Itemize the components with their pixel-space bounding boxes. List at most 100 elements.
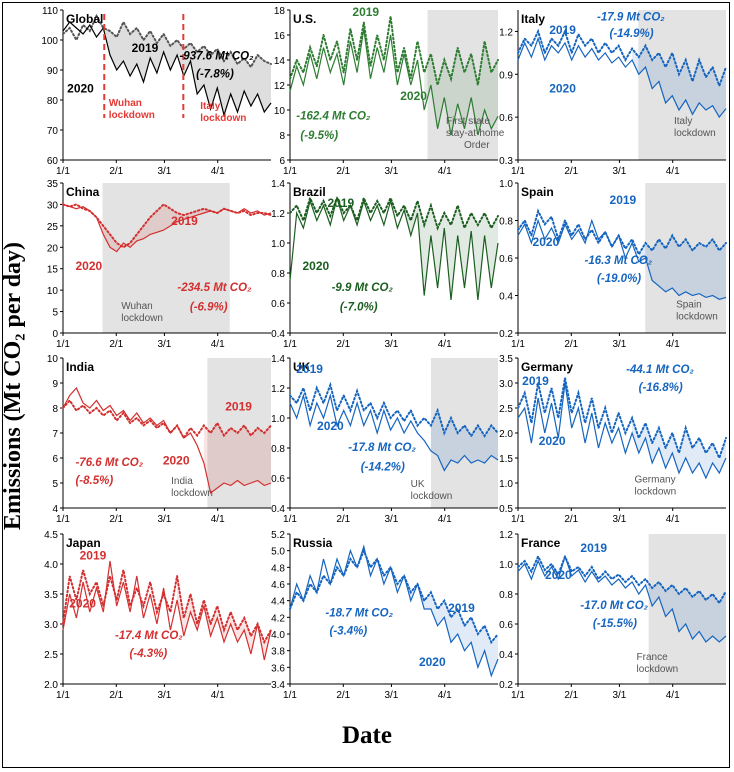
y-tick-label: 15 (47, 265, 59, 276)
y-tick-label: 10 (47, 286, 59, 297)
difference-fill (645, 579, 726, 642)
difference-fill (404, 575, 498, 676)
label-2020: 2020 (67, 82, 94, 96)
x-tick-label: 1/1 (283, 339, 297, 350)
lockdown-shade (638, 10, 726, 160)
chart-panel-us: 6 8 10 12 14 16 18 1/1 2/1 3/1 4/1 U.S. 2020 2019 -162… (274, 5, 505, 177)
series-2020-line (517, 382, 727, 480)
y-tick-label: 1.0 (271, 239, 285, 250)
event-label: stay-at-home (446, 128, 505, 139)
series-2020-line (517, 554, 727, 643)
chart-panel-russia: 3.4 3.6 3.8 4.0 4.2 4.4 4.6 4.8 5.0 5.2 1/1 2/1 3/1 4… (271, 530, 499, 701)
x-tick-label: 4/1 (438, 166, 452, 177)
event-label: France (637, 652, 669, 663)
series-2019-line (517, 553, 727, 605)
reduction-percent: (-6.9%) (190, 302, 228, 314)
reduction-label: -17.8 Mt CO₂ (348, 442, 416, 454)
x-tick-label: 2/1 (109, 690, 123, 701)
difference-fill (203, 423, 271, 493)
event-label: Germany (634, 475, 675, 486)
label-2019: 2019 (80, 549, 107, 563)
reduction-label: -9.9 Mt CO₂ (332, 282, 394, 294)
y-tick-label: 90 (47, 66, 59, 77)
panel-title: Spain (521, 185, 554, 199)
lockdown-shade (427, 10, 498, 160)
difference-fill (632, 418, 726, 478)
x-tick-label: 4/1 (438, 514, 452, 525)
panel-title: Global (66, 12, 103, 26)
event-label: lockdown (411, 491, 453, 502)
x-tick-label: 3/1 (384, 690, 398, 701)
y-tick-label: 1.2 (499, 27, 513, 38)
x-tick-label: 4/1 (666, 339, 680, 350)
x-tick-label: 4/1 (438, 690, 452, 701)
y-tick-label: 10 (47, 354, 59, 365)
y-tick-label: 0.6 (271, 474, 285, 485)
panel-title: China (66, 185, 100, 199)
y-tick-label: 0.9 (499, 70, 513, 81)
chart-panel-india: 4 5 6 7 8 9 10 1/1 2/1 3/1 4/1 India 2020 2019 -76.6 M… (47, 354, 272, 525)
label-2020: 2020 (302, 259, 329, 273)
chart-panel-spain: 0.2 0.4 0.6 0.8 1.0 1/1 2/1 3/1 4/1 Spain 2020 2019… (499, 179, 727, 350)
y-tick-label: 35 (47, 179, 59, 190)
y-tick-label: 16 (274, 31, 286, 42)
y-tick-label: 3.8 (271, 647, 285, 658)
x-tick-label: 1/1 (511, 339, 525, 350)
y-tick-label: 18 (274, 6, 286, 17)
y-tick-label: 5.2 (271, 530, 285, 541)
panel-title: France (521, 536, 561, 550)
series-2019-line (62, 13, 272, 69)
y-tick-label: 3.0 (44, 620, 58, 631)
panel-title: Italy (521, 12, 545, 26)
y-tick-label: 1.5 (499, 454, 513, 465)
event-label: lockdown (109, 110, 155, 121)
x-tick-label: 1/1 (511, 690, 525, 701)
y-tick-label: 1.4 (271, 354, 285, 365)
event-label: Wuhan (121, 301, 153, 312)
y-tick-label: 3.5 (499, 354, 513, 365)
label-2020: 2020 (317, 419, 344, 433)
y-tick-label: 0.4 (271, 329, 285, 340)
y-tick-label: 1.2 (499, 530, 513, 541)
series-2020-line (62, 560, 272, 661)
reduction-label: -18.7 Mt CO₂ (325, 608, 393, 620)
x-tick-label: 4/1 (211, 166, 225, 177)
x-tick-label: 3/1 (384, 339, 398, 350)
x-tick-label: 4/1 (666, 514, 680, 525)
y-tick-label: 70 (47, 126, 59, 137)
y-tick-label: 0.2 (499, 329, 513, 340)
y-tick-label: 4.6 (271, 580, 285, 591)
y-tick-label: 4.5 (44, 530, 58, 541)
reduction-percent: (-7.0%) (340, 302, 378, 314)
y-tick-label: 1.0 (499, 560, 513, 571)
chart-panel-france: 0.2 0.4 0.6 0.8 1.0 1.2 1/1 2/1 3/1 4/1 France 2020… (499, 530, 727, 701)
label-2019: 2019 (225, 400, 252, 414)
y-tick-label: 2.0 (44, 680, 58, 691)
x-tick-label: 1/1 (283, 166, 297, 177)
chart-panel-global: 60 70 80 90 100 110 1/1 2/1 3/1 4/1 Global 2020 2019… (41, 6, 272, 177)
event-label: Spain (676, 300, 702, 311)
y-tick-label: 3.5 (44, 590, 58, 601)
x-tick-label: 1/1 (511, 514, 525, 525)
y-tick-label: 3.6 (271, 663, 285, 674)
reduction-label: -44.1 Mt CO₂ (626, 364, 694, 376)
panel-title: UK (293, 360, 311, 374)
series-2020-line (62, 203, 272, 253)
x-tick-label: 2/1 (109, 166, 123, 177)
label-2019: 2019 (448, 601, 475, 615)
event-label: Italy (674, 116, 692, 127)
chart-panel-china: 0 5 10 15 20 25 30 35 1/1 2/1 3/1 4/1 China 2020 2019 -… (47, 179, 272, 350)
label-2020: 2020 (163, 454, 190, 468)
x-tick-label: 2/1 (336, 514, 350, 525)
x-tick-label: 2/1 (564, 339, 578, 350)
x-tick-label: 3/1 (157, 690, 171, 701)
x-tick-label: 3/1 (384, 166, 398, 177)
y-tick-label: 3.0 (499, 379, 513, 390)
x-tick-label: 1/1 (56, 690, 70, 701)
y-tick-label: 1.0 (499, 479, 513, 490)
y-tick-label: 0.8 (271, 444, 285, 455)
lockdown-shade (648, 534, 726, 684)
event-label: Italy (200, 101, 220, 112)
difference-fill (638, 235, 726, 300)
y-tick-label: 2.5 (44, 650, 58, 661)
